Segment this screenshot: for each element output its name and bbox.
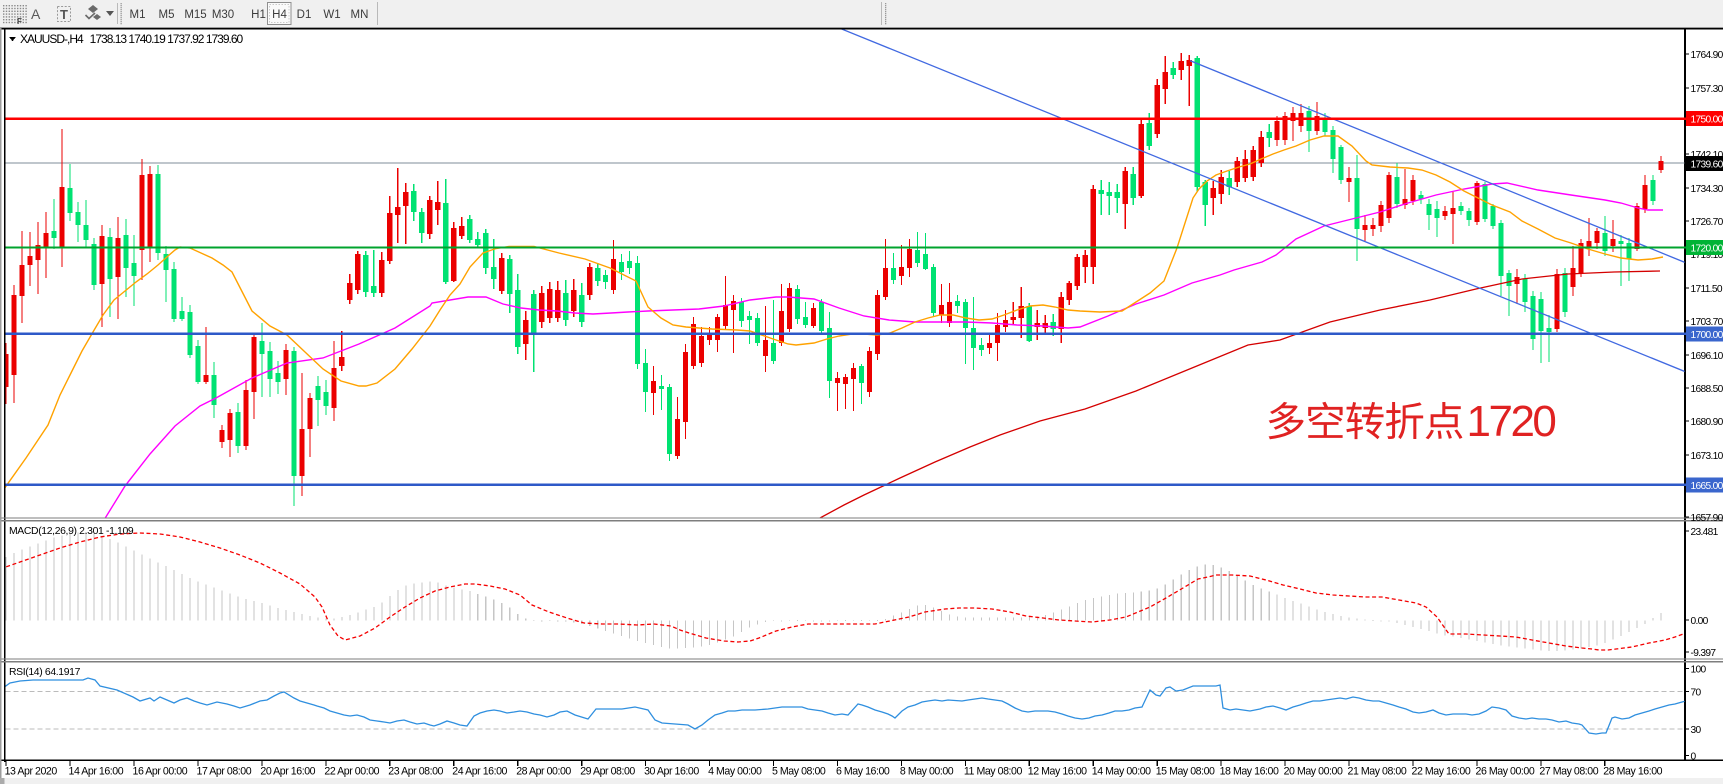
svg-text:20 Apr 16:00: 20 Apr 16:00 xyxy=(260,766,315,778)
svg-text:T: T xyxy=(60,7,68,22)
svg-text:1742.10: 1742.10 xyxy=(1691,150,1723,161)
svg-text:23.481: 23.481 xyxy=(1691,527,1719,538)
svg-text:6 May 16:00: 6 May 16:00 xyxy=(836,766,890,778)
svg-text:100: 100 xyxy=(1691,665,1707,676)
svg-text:14 May 00:00: 14 May 00:00 xyxy=(1092,766,1151,778)
svg-text:13 Apr 2020: 13 Apr 2020 xyxy=(5,766,58,778)
svg-text:H4: H4 xyxy=(272,9,287,21)
svg-text:1665.00: 1665.00 xyxy=(1691,481,1723,492)
svg-text:M30: M30 xyxy=(212,9,234,21)
svg-text:H1: H1 xyxy=(251,9,266,21)
svg-text:MACD(12,26,9) 2.301 -1.109: MACD(12,26,9) 2.301 -1.109 xyxy=(9,526,134,537)
svg-text:4 May 00:00: 4 May 00:00 xyxy=(708,766,762,778)
svg-text:11 May 08:00: 11 May 08:00 xyxy=(964,766,1023,778)
svg-text:W1: W1 xyxy=(323,9,340,21)
svg-text:1764.90: 1764.90 xyxy=(1691,50,1723,61)
svg-text:1700.00: 1700.00 xyxy=(1691,330,1723,341)
svg-text:17 Apr 08:00: 17 Apr 08:00 xyxy=(197,766,252,778)
svg-text:28 Apr 00:00: 28 Apr 00:00 xyxy=(516,766,571,778)
svg-text:8 May 00:00: 8 May 00:00 xyxy=(900,766,954,778)
svg-text:23 Apr 08:00: 23 Apr 08:00 xyxy=(388,766,443,778)
svg-text:12 May 16:00: 12 May 16:00 xyxy=(1028,766,1087,778)
svg-text:1726.70: 1726.70 xyxy=(1691,217,1723,228)
svg-text:70: 70 xyxy=(1691,687,1702,698)
svg-text:A: A xyxy=(31,6,41,22)
svg-text:26 May 00:00: 26 May 00:00 xyxy=(1476,766,1535,778)
svg-text:0: 0 xyxy=(1691,751,1697,762)
svg-text:27 May 08:00: 27 May 08:00 xyxy=(1539,766,1598,778)
svg-text:F: F xyxy=(17,17,22,26)
svg-text:0.00: 0.00 xyxy=(1691,616,1709,627)
svg-text:28 May 16:00: 28 May 16:00 xyxy=(1603,766,1662,778)
svg-text:1739.60: 1739.60 xyxy=(1691,160,1723,171)
svg-text:MN: MN xyxy=(351,9,369,21)
svg-text:22 May 16:00: 22 May 16:00 xyxy=(1412,766,1471,778)
svg-text:15 May 08:00: 15 May 08:00 xyxy=(1156,766,1215,778)
svg-text:1757.30: 1757.30 xyxy=(1691,84,1723,95)
svg-text:22 Apr 00:00: 22 Apr 00:00 xyxy=(324,766,379,778)
svg-text:1657.90: 1657.90 xyxy=(1691,513,1723,524)
svg-text:M15: M15 xyxy=(184,9,206,21)
svg-text:16 Apr 00:00: 16 Apr 00:00 xyxy=(133,766,188,778)
svg-text:-9.397: -9.397 xyxy=(1691,648,1717,659)
svg-text:1750.00: 1750.00 xyxy=(1691,115,1723,126)
svg-text:1673.10: 1673.10 xyxy=(1691,451,1723,462)
svg-text:1688.50: 1688.50 xyxy=(1691,384,1723,395)
svg-text:1720: 1720 xyxy=(1467,397,1556,446)
svg-text:D1: D1 xyxy=(297,9,312,21)
svg-text:20 May 00:00: 20 May 00:00 xyxy=(1284,766,1343,778)
svg-text:14 Apr 16:00: 14 Apr 16:00 xyxy=(69,766,124,778)
svg-text:5 May 08:00: 5 May 08:00 xyxy=(772,766,826,778)
svg-text:1703.70: 1703.70 xyxy=(1691,317,1723,328)
svg-text:RSI(14) 64.1917: RSI(14) 64.1917 xyxy=(9,667,81,678)
svg-text:1711.50: 1711.50 xyxy=(1691,284,1723,295)
svg-text:30: 30 xyxy=(1691,725,1702,736)
svg-text:M1: M1 xyxy=(130,9,146,21)
svg-text:18 May 16:00: 18 May 16:00 xyxy=(1220,766,1279,778)
svg-text:1719.10: 1719.10 xyxy=(1691,250,1723,261)
svg-text:1734.30: 1734.30 xyxy=(1691,184,1723,195)
svg-text:30 Apr 16:00: 30 Apr 16:00 xyxy=(644,766,699,778)
svg-text:XAUUSD-,H4 1738.13 1740.19 1: XAUUSD-,H4 1738.13 1740.19 1737.92 1739.… xyxy=(20,32,244,46)
svg-text:29 Apr 08:00: 29 Apr 08:00 xyxy=(580,766,635,778)
svg-text:1720.00: 1720.00 xyxy=(1691,244,1723,255)
svg-text:1696.10: 1696.10 xyxy=(1691,351,1723,362)
svg-text:M5: M5 xyxy=(159,9,175,21)
svg-text:21 May 08:00: 21 May 08:00 xyxy=(1348,766,1407,778)
svg-text:1680.90: 1680.90 xyxy=(1691,417,1723,428)
svg-text:24 Apr 16:00: 24 Apr 16:00 xyxy=(452,766,507,778)
